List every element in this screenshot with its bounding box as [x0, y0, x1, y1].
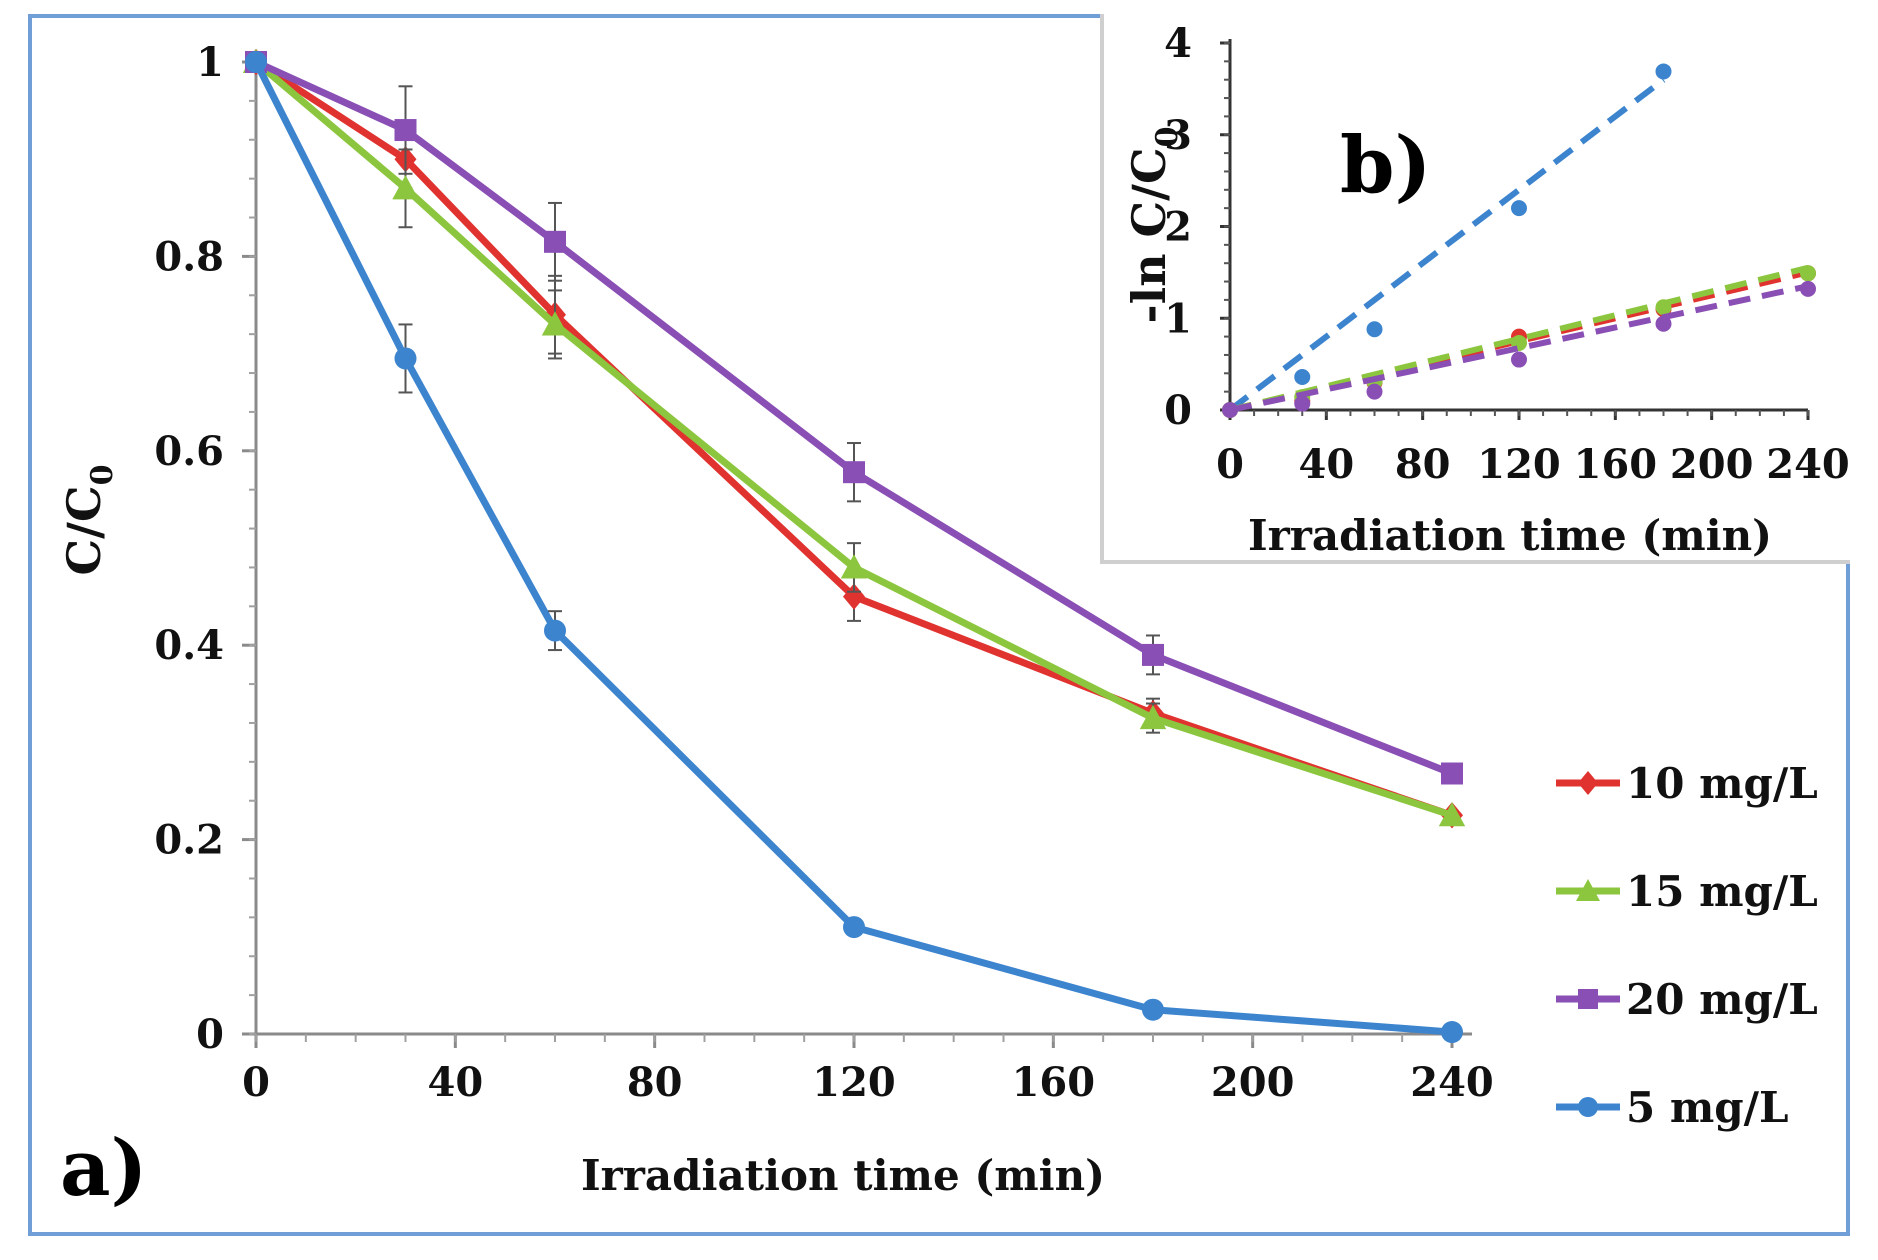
- legend-label: 10 mg/L: [1626, 759, 1818, 808]
- legend-marker: [1578, 1097, 1598, 1117]
- x-tick-label: 120: [812, 1059, 896, 1106]
- inset-x-tick-label: 200: [1670, 441, 1754, 488]
- main-series-group: [242, 48, 1466, 1044]
- inset-y-axis-label-group: -ln C/C0: [1122, 127, 1185, 324]
- data-point: [394, 347, 417, 370]
- legend-label: 5 mg/L: [1626, 1083, 1789, 1132]
- main-axes: 00.20.40.60.810 40 80 120 160 200 240: [154, 39, 1493, 1106]
- inset-y-tick-label: 2: [1164, 204, 1192, 251]
- inset-data-point: [1366, 383, 1383, 400]
- data-point: [1438, 802, 1466, 827]
- y-tick-label: 1: [196, 39, 224, 86]
- x-tick-label: 160: [1012, 1059, 1096, 1106]
- data-point: [544, 619, 566, 642]
- inset-x-axis-label: Irradiation time (min): [1248, 511, 1772, 560]
- x-tick-label: 40: [427, 1059, 483, 1106]
- legend-label: 20 mg/L: [1626, 975, 1818, 1024]
- inset-data-point: [1655, 63, 1672, 80]
- series-line: [254, 59, 1454, 819]
- legend-marker: [1576, 879, 1600, 901]
- inset-fit-line: [1229, 283, 1809, 413]
- series-line: [252, 60, 1453, 1036]
- inset-x-tick-label: 80: [1395, 441, 1451, 488]
- inset-data-point: [1655, 299, 1672, 316]
- inset-data-point: [1294, 395, 1311, 412]
- inset-y-tick-label: 1: [1164, 295, 1192, 342]
- data-point: [392, 175, 419, 200]
- x-tick-label: 0: [242, 1059, 270, 1106]
- inset-data-point: [1366, 321, 1383, 338]
- inset-x-tick-label: 40: [1298, 441, 1354, 488]
- inset-fit-line: [1229, 269, 1809, 413]
- inset-data-point: [1800, 265, 1816, 282]
- legend-marker: [1578, 771, 1598, 795]
- y-tick-label: 0.8: [154, 233, 224, 280]
- inset-data-point: [1511, 200, 1527, 217]
- x-tick-label: 240: [1410, 1059, 1494, 1106]
- x-tick-label: 80: [627, 1059, 683, 1106]
- inset-y-axis-label-subscript: 0: [1150, 127, 1185, 148]
- data-point: [1139, 704, 1167, 730]
- panel-label-b: b): [1340, 120, 1431, 211]
- inset-fit-line: [1229, 264, 1809, 413]
- inset-y-axis-label: -ln C/C: [1122, 147, 1176, 323]
- inset-data-point: [1222, 402, 1238, 418]
- inset-series-group: [1222, 63, 1816, 418]
- inset-x-tick-label: 160: [1574, 441, 1658, 488]
- inset-y-tick-label: 3: [1164, 112, 1192, 159]
- y-axis-label-subscript: 0: [85, 465, 120, 486]
- legend-label: 15 mg/L: [1626, 867, 1818, 916]
- x-axis-label: Irradiation time (min): [581, 1151, 1105, 1200]
- y-tick-label: 0.4: [154, 622, 224, 669]
- inset-y-tick-label: 0: [1164, 387, 1192, 434]
- inset-fit-line: [1228, 77, 1666, 413]
- legend: 10 mg/L 15 mg/L 20 mg/L 5 mg/L: [1556, 759, 1818, 1132]
- panel-label-a: a): [60, 1123, 147, 1214]
- inset-panel: [1100, 14, 1850, 564]
- data-point: [843, 583, 865, 610]
- data-point: [245, 51, 267, 73]
- data-point: [843, 916, 865, 939]
- svg-text:C/C0: C/C0: [57, 465, 120, 576]
- y-tick-label: 0.6: [154, 428, 224, 475]
- data-point: [1441, 762, 1463, 785]
- data-point: [544, 230, 566, 253]
- series-line: [254, 58, 1454, 777]
- y-axis-label: C/C: [57, 485, 111, 575]
- y-axis-label-group: C/C0: [57, 465, 120, 576]
- inset-x-tick-label: 120: [1477, 441, 1561, 488]
- inset-data-point: [1655, 315, 1672, 332]
- inset-x-tick-label: 240: [1766, 441, 1850, 488]
- inset-data-point: [1511, 351, 1527, 368]
- data-point: [1142, 643, 1164, 666]
- inset-data-point: [1294, 368, 1311, 385]
- series-line: [253, 59, 1454, 819]
- data-point: [1441, 1021, 1463, 1044]
- legend-marker: [1578, 989, 1598, 1009]
- y-tick-label: 0: [196, 1011, 224, 1058]
- y-tick-label: 0.2: [154, 817, 224, 864]
- inset-y-tick-label: 4: [1164, 20, 1192, 67]
- data-point: [1142, 998, 1164, 1021]
- inset-data-point: [1800, 280, 1816, 297]
- figure-frame: [28, 14, 1850, 1236]
- data-point: [843, 461, 865, 484]
- inset-x-tick-label: 0: [1216, 441, 1244, 488]
- data-point: [394, 119, 417, 142]
- svg-text:-ln C/C0: -ln C/C0: [1122, 127, 1185, 324]
- data-point: [840, 554, 868, 579]
- data-point: [541, 311, 569, 336]
- x-tick-label: 200: [1211, 1059, 1295, 1106]
